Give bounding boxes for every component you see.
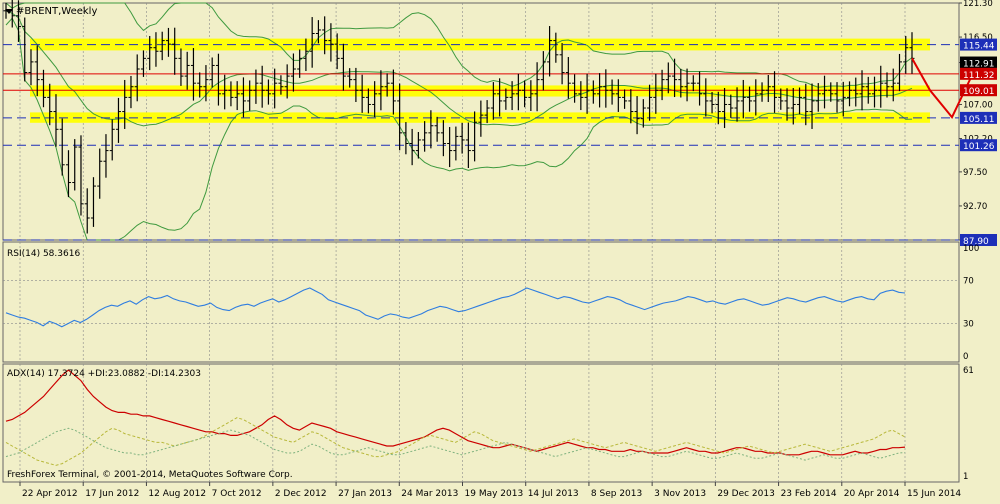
x-tick-label: 15 Jun 2014 bbox=[907, 489, 961, 499]
y-tick-label: 116.50 bbox=[963, 33, 993, 43]
adx-tick-label: 61 bbox=[963, 366, 974, 376]
adx-layer bbox=[5, 369, 906, 466]
rsi-panel[interactable] bbox=[2, 241, 960, 363]
x-tick-label: 22 Apr 2012 bbox=[22, 489, 78, 499]
price-label-text: 109.01 bbox=[963, 87, 995, 97]
x-tick-label: 27 Jan 2013 bbox=[338, 489, 392, 499]
plus-di-line bbox=[5, 417, 906, 466]
x-tick-label: 8 Sep 2013 bbox=[591, 489, 642, 499]
rsi-tick-label: 0 bbox=[963, 352, 968, 362]
price-label-box bbox=[960, 111, 997, 124]
price-label-box bbox=[960, 139, 997, 152]
x-tick-label: 23 Feb 2014 bbox=[781, 489, 837, 499]
price-grid bbox=[19, 3, 906, 482]
bollinger-middle bbox=[5, 10, 913, 127]
x-tick-label: 29 Dec 2013 bbox=[717, 489, 775, 499]
price-label-text: 105.11 bbox=[963, 115, 995, 125]
y-tick-label: 97.50 bbox=[963, 168, 987, 178]
x-tick-label: 19 May 2013 bbox=[465, 489, 524, 499]
x-tick-label: 7 Oct 2012 bbox=[212, 489, 262, 499]
price-label-box bbox=[960, 38, 997, 51]
adx-tick-label: 1 bbox=[963, 472, 968, 482]
time-axis: 22 Apr 2012 17 Jun 2012 12 Aug 2012 7 Oct 2… bbox=[19, 482, 961, 499]
price-label-text: 101.26 bbox=[963, 142, 995, 152]
x-tick-label: 24 Mar 2013 bbox=[401, 489, 458, 499]
bollinger-lower bbox=[5, 17, 913, 241]
price-label-text: 112.91 bbox=[963, 60, 995, 70]
dropdown-arrow-icon[interactable] bbox=[5, 9, 13, 14]
y-tick-label: 121.30 bbox=[963, 0, 993, 9]
price-label-box bbox=[960, 234, 997, 246]
adx-panel[interactable] bbox=[2, 363, 960, 483]
minus-di-line bbox=[5, 427, 906, 461]
x-tick-label: 14 Jul 2013 bbox=[528, 489, 579, 499]
copyright-text: FreshForex Terminal, © 2001-2014, MetaQu… bbox=[7, 470, 293, 480]
zone-middle[interactable] bbox=[30, 85, 930, 97]
ohlc-bars bbox=[3, 0, 915, 234]
x-tick-label: 20 Apr 2014 bbox=[844, 489, 900, 499]
rsi-layer bbox=[3, 280, 959, 328]
price-label-text: 87.90 bbox=[963, 237, 989, 247]
rsi-label: RSI(14) 58.3616 bbox=[7, 249, 80, 259]
x-tick-label: 3 Nov 2013 bbox=[654, 489, 706, 499]
rsi-tick-label: 30 bbox=[963, 320, 974, 330]
x-tick-label: 17 Jun 2012 bbox=[85, 489, 139, 499]
price-label-box bbox=[960, 84, 997, 97]
rsi-tick-label: 70 bbox=[963, 276, 974, 286]
chart-title: #BRENT,Weekly bbox=[16, 6, 97, 17]
rsi-line bbox=[5, 287, 906, 328]
y-tick-label: 92.70 bbox=[963, 202, 987, 212]
rsi-tick-label: 100 bbox=[963, 244, 979, 254]
rsi-axis: 100 70 30 0 bbox=[963, 244, 979, 362]
x-tick-label: 2 Dec 2012 bbox=[275, 489, 327, 499]
x-tick-label: 12 Aug 2012 bbox=[148, 489, 206, 499]
adx-axis: 61 1 bbox=[963, 366, 974, 482]
adx-line bbox=[5, 369, 906, 456]
price-label-text: 115.44 bbox=[963, 42, 995, 52]
y-tick-label: 107.00 bbox=[963, 100, 993, 110]
price-label-box bbox=[960, 56, 997, 69]
price-label-box bbox=[960, 67, 997, 80]
adx-label: ADX(14) 17.3724 +DI:23.0882 -DI:14.2303 bbox=[7, 369, 201, 379]
price-label-text: 111.32 bbox=[963, 71, 995, 81]
